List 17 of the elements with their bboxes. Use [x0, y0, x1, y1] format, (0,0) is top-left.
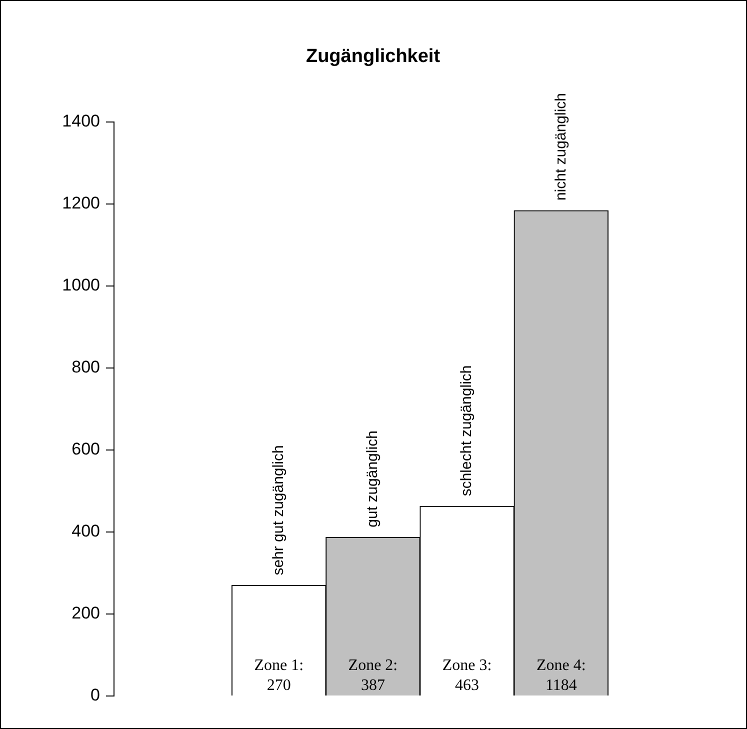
y-tick-label: 1000: [62, 276, 100, 295]
x-tick-label: sehr gut zugänglich: [270, 445, 287, 576]
chart-title: Zugänglichkeit: [306, 46, 441, 68]
data-label: Zone 1: 270: [254, 657, 304, 694]
data-label: Zone 4: 1184: [536, 657, 586, 694]
y-tick-label: 800: [72, 358, 100, 377]
y-tick-label: 400: [72, 522, 100, 541]
data-label: Zone 2: 387: [348, 657, 398, 694]
x-tick-label: nicht zugänglich: [552, 92, 570, 201]
x-tick-label: gut zugänglich: [364, 430, 382, 528]
y-tick-label: 200: [72, 604, 100, 623]
y-tick-label: 600: [72, 440, 100, 459]
x-tick-label: schlecht zugänglich: [458, 365, 476, 496]
y-tick-label: 1400: [62, 112, 100, 131]
y-tick-label: 0: [90, 686, 100, 705]
y-tick-label: 1200: [62, 194, 100, 213]
data-label: Zone 3: 463: [442, 657, 492, 694]
